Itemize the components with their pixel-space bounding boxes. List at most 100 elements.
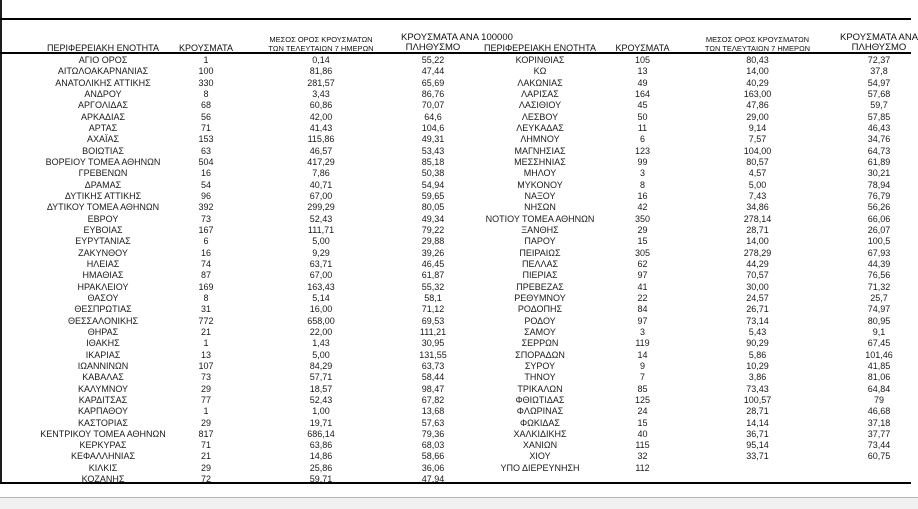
cases-cell: 13 (200, 349, 211, 360)
region-cell: ΗΡΑΚΛΕΙΟΥ (77, 281, 129, 292)
region-cell: ΡΟΔΟΥ (524, 315, 556, 326)
region-cell: ΦΛΩΡΙΝΑΣ (516, 406, 564, 417)
per100k-cell: 36,06 (421, 462, 445, 473)
cases-cell: 115 (635, 440, 650, 451)
per100k-cell (840, 463, 918, 474)
cases-cell: 29 (200, 462, 211, 473)
per100k-cell: 50,38 (421, 168, 445, 179)
region-cell: ΑΝΔΡΟΥ (84, 88, 122, 99)
region-column-header: ΠΕΡΙΦΕΡΕΙΑΚΗ ΕΝΟΤΗΤΑ (35, 43, 171, 53)
avg7-cell: 33,71 (746, 451, 769, 462)
table-row: ΑΧΑΪΑΣ 153 115,86 49,31 (35, 134, 465, 145)
avg7-cell: 52,43 (309, 213, 333, 224)
region-cell: ΓΡΕΒΕΝΩΝ (78, 168, 128, 179)
cases-cell: 6 (203, 236, 209, 247)
avg7-cell: 36,71 (746, 428, 769, 439)
region-cell: ΦΩΚΙΔΑΣ (520, 417, 560, 428)
cases-cell: 99 (637, 156, 648, 167)
avg7-cell: 686,14 (307, 428, 335, 439)
avg7-cell: 3,43 (312, 88, 330, 99)
cases-cell: 167 (198, 224, 214, 235)
table-row: ΗΜΑΘΙΑΣ 87 67,00 61,87 (35, 270, 465, 281)
cases-cell: 97 (637, 270, 648, 281)
region-cell: ΚΑΒΑΛΑΣ (82, 372, 124, 383)
avg7-cell: 10,29 (746, 360, 769, 371)
cases-column-header: ΚΡΟΥΣΜΑΤΑ (610, 43, 675, 53)
cases-cell: 15 (637, 417, 648, 428)
region-cell: ΠΑΡΟΥ (524, 236, 556, 247)
avg7-cell: 5,14 (312, 292, 330, 303)
avg7-cell: 90,29 (746, 338, 769, 349)
avg7-cell: 14,00 (746, 236, 769, 247)
table-row: ΧΑΛΚΙΔΙΚΗΣ 40 36,71 37,77 (470, 429, 918, 440)
bottom-gray-strip (0, 498, 918, 509)
per100k-cell: 57,63 (421, 417, 445, 428)
table-row: ΦΛΩΡΙΝΑΣ 24 28,71 46,68 (470, 406, 918, 417)
table-row: ΑΡΓΟΛΙΔΑΣ 68 60,86 70,07 (35, 100, 465, 111)
cases-cell: 72 (200, 474, 211, 485)
table-row: ΚΑΣΤΟΡΙΑΣ 29 19,71 57,63 (35, 418, 465, 429)
table-row: ΣΑΜΟΥ 3 5,43 9,1 (470, 327, 918, 338)
per100k-cell: 70,07 (421, 100, 445, 111)
cases-cell: 8 (639, 179, 645, 190)
table-row: ΤΗΝΟΥ 7 3,86 81,06 (470, 372, 918, 383)
table-row: ΝΑΞΟΥ 16 7,43 76,79 (470, 191, 918, 202)
avg7-cell (675, 463, 840, 474)
region-cell: ΣΕΡΡΩΝ (521, 338, 559, 349)
avg7-cell: 40,71 (309, 179, 333, 190)
region-cell: ΥΠΟ ΔΙΕΡΕΥΝΗΣΗ (500, 462, 580, 473)
per100k-cell: 59,65 (421, 190, 445, 201)
per100k-cell: 71,12 (421, 304, 445, 315)
table-row: ΕΥΒΟΙΑΣ 167 111,71 79,22 (35, 225, 465, 236)
cases-cell: 8 (203, 88, 209, 99)
avg7-cell: 278,29 (743, 247, 772, 258)
region-cell: ΛΑΣΙΘΙΟΥ (518, 100, 562, 111)
avg7-column-header: ΜΕΣΟΣ ΟΡΟΣ ΚΡΟΥΣΜΑΤΩΝ ΤΩΝ ΤΕΛΕΥΤΑΙΩΝ 7 Η… (675, 35, 840, 53)
per100k-column-header: ΚΡΟΥΣΜΑΤΑ ΑΝΑ 100000 ΠΛΗΘΥΣΜΟ (840, 33, 918, 53)
region-cell: ΑΓΙΟ ΟΡΟΣ (78, 55, 128, 65)
cases-cell: 16 (200, 247, 211, 258)
cases-cell: 42 (637, 202, 648, 213)
region-cell: ΖΑΚΥΝΘΟΥ (78, 247, 128, 258)
cases-cell: 97 (637, 315, 648, 326)
avg7-cell: 47,86 (746, 100, 769, 111)
per100k-cell: 41,85 (867, 360, 891, 371)
cases-cell: 71 (200, 122, 211, 133)
table-row: ΧΑΝΙΩΝ 115 95,14 73,44 (470, 440, 918, 451)
per100k-cell: 64,84 (867, 383, 891, 394)
per100k-cell: 76,56 (867, 270, 891, 281)
avg7-cell: 299,29 (307, 202, 335, 213)
avg7-cell: 25,86 (309, 462, 333, 473)
per100k-header-line1: ΚΡΟΥΣΜΑΤΑ ΑΝΑ 100000 (401, 32, 513, 43)
table-row: ΝΟΤΙΟΥ ΤΟΜΕΑ ΑΘΗΝΩΝ 350 278,14 66,06 (470, 214, 918, 225)
region-cell: ΛΗΜΝΟΥ (520, 134, 560, 145)
cases-cell: 71 (200, 440, 211, 451)
region-cell: ΑΙΤΩΛΟΑΚΑΡΝΑΝΙΑΣ (57, 66, 149, 77)
region-cell: ΠΕΙΡΑΙΩΣ (519, 247, 561, 258)
table-row: ΣΠΟΡΑΔΩΝ 14 5,86 101,46 (470, 350, 918, 361)
region-cell: ΝΗΣΩΝ (524, 202, 556, 213)
cases-cell: 164 (634, 88, 651, 99)
region-cell: ΔΡΑΜΑΣ (84, 179, 122, 190)
per100k-cell: 37,77 (867, 428, 891, 439)
cases-cell: 73 (200, 372, 211, 383)
region-cell: ΚΟΡΙΝΘΙΑΣ (515, 55, 565, 65)
cases-cell: 45 (637, 100, 648, 111)
avg7-cell: 81,86 (309, 66, 333, 77)
avg7-cell: 40,29 (746, 77, 769, 88)
cases-cell: 14 (637, 349, 648, 360)
per100k-cell: 74,97 (867, 304, 891, 315)
per100k-cell: 79 (873, 394, 884, 405)
avg7-cell: 63,71 (309, 258, 333, 269)
table-row: ΗΡΑΚΛΕΙΟΥ 169 163,43 55,32 (35, 282, 465, 293)
table-row: ΛΕΣΒΟΥ 50 29,00 57,85 (470, 112, 918, 123)
cases-cell: 63 (200, 145, 211, 156)
table-row: ΦΩΚΙΔΑΣ 15 14,14 37,18 (470, 418, 918, 429)
region-cell: ΑΝΑΤΟΛΙΚΗΣ ΑΤΤΙΚΗΣ (55, 77, 151, 88)
region-cell: ΚΕΡΚΥΡΑΣ (79, 440, 127, 451)
cases-cell: 62 (637, 258, 648, 269)
per100k-cell: 58,44 (421, 372, 445, 383)
table-row: ΗΛΕΙΑΣ 74 63,71 46,45 (35, 259, 465, 270)
table-row: ΠΡΕΒΕΖΑΣ 41 30,00 71,32 (470, 282, 918, 293)
table-row: ΘΗΡΑΣ 21 22,00 111,21 (35, 327, 465, 338)
